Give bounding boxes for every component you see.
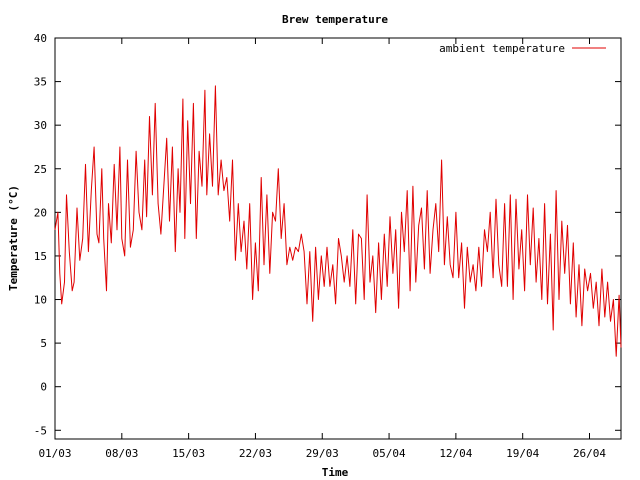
x-tick-label: 08/03	[105, 447, 138, 460]
chart-title: Brew temperature	[282, 13, 388, 26]
y-tick-label: 40	[34, 32, 47, 45]
y-tick-label: 35	[34, 76, 47, 89]
x-tick-label: 26/04	[573, 447, 606, 460]
x-tick-label: 22/03	[239, 447, 272, 460]
y-tick-label: 15	[34, 250, 47, 263]
y-tick-label: 5	[40, 337, 47, 350]
y-tick-label: 10	[34, 294, 47, 307]
x-axis-label: Time	[322, 466, 349, 479]
x-tick-label: 12/04	[439, 447, 472, 460]
y-tick-label: 30	[34, 119, 47, 132]
x-axis: 01/03 08/03 15/03 22/03 29/03 05/04 12/04 19/04…	[38, 38, 606, 460]
y-tick-label: 0	[40, 381, 47, 394]
y-tick-label: 20	[34, 206, 47, 219]
x-tick-label: 19/04	[506, 447, 539, 460]
series-group	[54, 85, 622, 357]
y-axis-label: Temperature (°C)	[7, 185, 20, 291]
y-axis: -5 0 5 10 15 20 25 30 35 40	[34, 32, 621, 437]
plot-border	[54, 37, 622, 440]
legend-label: ambient temperature	[439, 42, 565, 55]
y-tick-label: 25	[34, 163, 47, 176]
series-line-ambient-temperature	[54, 85, 622, 357]
y-tick-label: -5	[34, 424, 47, 437]
x-tick-label: 15/03	[172, 447, 205, 460]
legend: ambient temperature	[439, 42, 606, 55]
x-tick-label: 05/04	[373, 447, 406, 460]
x-tick-label: 29/03	[306, 447, 339, 460]
x-tick-label: 01/03	[38, 447, 71, 460]
